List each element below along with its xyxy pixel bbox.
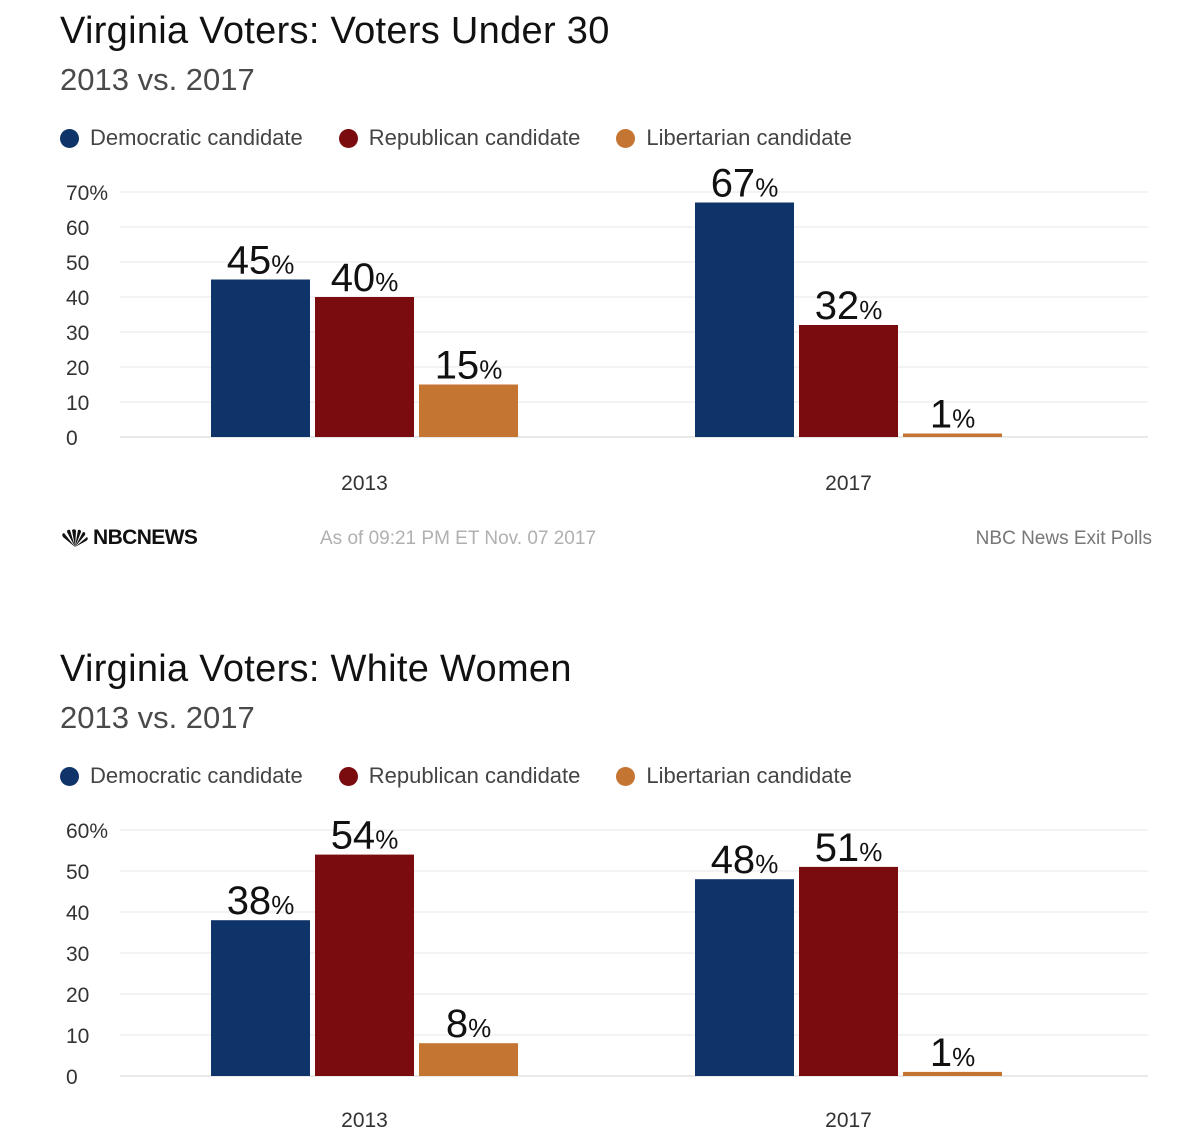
bar <box>419 384 518 437</box>
legend-item-libertarian: Libertarian candidate <box>616 125 852 151</box>
legend-label: Republican candidate <box>368 125 581 150</box>
y-tick-label: 20 <box>66 984 89 1007</box>
data-label: 15% <box>435 344 503 388</box>
legend-dot-libertarian <box>616 128 636 148</box>
chart-subtitle: 2013 vs. 2017 <box>60 62 255 97</box>
legend-item-republican: Republican candidate <box>338 763 581 789</box>
y-tick-label: 30 <box>66 943 89 966</box>
legend-label: Republican candidate <box>368 763 581 788</box>
data-label: 45% <box>227 239 295 283</box>
peacock-icon <box>62 529 88 547</box>
y-tick-label: 10 <box>66 1025 89 1048</box>
data-label: 54% <box>331 814 399 858</box>
y-tick-label: 10 <box>66 392 89 415</box>
chart-title: Virginia Voters: Voters Under 30 <box>60 10 610 52</box>
legend-dot-republican <box>338 766 358 786</box>
data-label: 1% <box>930 393 975 437</box>
chart-legend: Democratic candidate Republican candidat… <box>60 125 888 151</box>
y-tick-label: 40 <box>66 287 89 310</box>
data-label: 32% <box>815 284 883 328</box>
data-label: 51% <box>815 826 883 870</box>
chart-footer: NBCNEWS As of 09:21 PM ET Nov. 07 2017 N… <box>0 524 1200 556</box>
data-label: 48% <box>711 838 779 882</box>
legend-label: Libertarian candidate <box>646 763 852 788</box>
bar-chart-voters-under-30: 0 10 20 30 40 50 60 70% 45% 40% 15% 2013 67% 32% 1% 201… <box>66 162 1148 495</box>
y-tick-label: 50 <box>66 861 89 884</box>
bar <box>211 920 310 1076</box>
legend-label: Libertarian candidate <box>646 125 852 150</box>
legend-dot-republican <box>338 128 358 148</box>
y-tick-label: 60% <box>66 820 108 843</box>
bar <box>903 433 1002 437</box>
bar <box>211 279 310 437</box>
bar <box>695 879 794 1076</box>
legend-item-libertarian: Libertarian candidate <box>616 763 852 789</box>
y-tick-label: 20 <box>66 357 89 380</box>
logo-text: NBCNEWS <box>93 526 198 549</box>
bar <box>419 1043 518 1076</box>
legend-dot-libertarian <box>616 766 636 786</box>
x-tick-label: 2013 <box>341 1109 388 1132</box>
data-label: 40% <box>331 256 399 300</box>
timestamp: As of 09:21 PM ET Nov. 07 2017 <box>320 528 597 549</box>
bar-chart-white-women: 0 10 20 30 40 50 60% 38% 54% 8% 2013 48% 51% 1% 2017 <box>66 814 1148 1132</box>
bar <box>695 202 794 437</box>
source-credit: NBC News Exit Polls <box>975 528 1152 549</box>
bar <box>799 866 898 1076</box>
y-tick-label: 70% <box>66 182 108 205</box>
legend-dot-democratic <box>60 766 79 786</box>
x-tick-label: 2013 <box>341 472 388 495</box>
data-label: 67% <box>711 162 779 206</box>
y-tick-label: 60 <box>66 217 89 240</box>
chart-panel-voters-under-30: Virginia Voters: Voters Under 30 2013 vs… <box>0 10 1200 556</box>
data-label: 8% <box>446 1002 491 1046</box>
data-label: 38% <box>227 879 295 923</box>
legend-label: Democratic candidate <box>90 125 303 150</box>
legend-label: Democratic candidate <box>90 763 303 788</box>
legend-item-republican: Republican candidate <box>338 125 581 151</box>
chart-legend: Democratic candidate Republican candidat… <box>60 763 888 789</box>
y-tick-label: 0 <box>66 427 78 450</box>
y-tick-label: 40 <box>66 902 89 925</box>
bar <box>315 854 414 1076</box>
data-label: 1% <box>930 1031 975 1075</box>
legend-item-democratic: Democratic candidate <box>60 125 303 151</box>
legend-dot-democratic <box>60 128 79 148</box>
y-tick-label: 30 <box>66 322 89 345</box>
bar <box>315 297 414 437</box>
nbc-news-logo: NBCNEWS <box>60 526 198 550</box>
x-tick-label: 2017 <box>825 1109 872 1132</box>
bar <box>903 1071 1002 1076</box>
y-tick-label: 0 <box>66 1066 78 1089</box>
chart-title: Virginia Voters: White Women <box>60 648 572 690</box>
y-tick-label: 50 <box>66 252 89 275</box>
bar <box>799 325 898 437</box>
chart-subtitle: 2013 vs. 2017 <box>60 700 255 735</box>
legend-item-democratic: Democratic candidate <box>60 763 303 789</box>
x-tick-label: 2017 <box>825 472 872 495</box>
chart-panel-white-women: Virginia Voters: White Women 2013 vs. 20… <box>0 638 1200 1146</box>
